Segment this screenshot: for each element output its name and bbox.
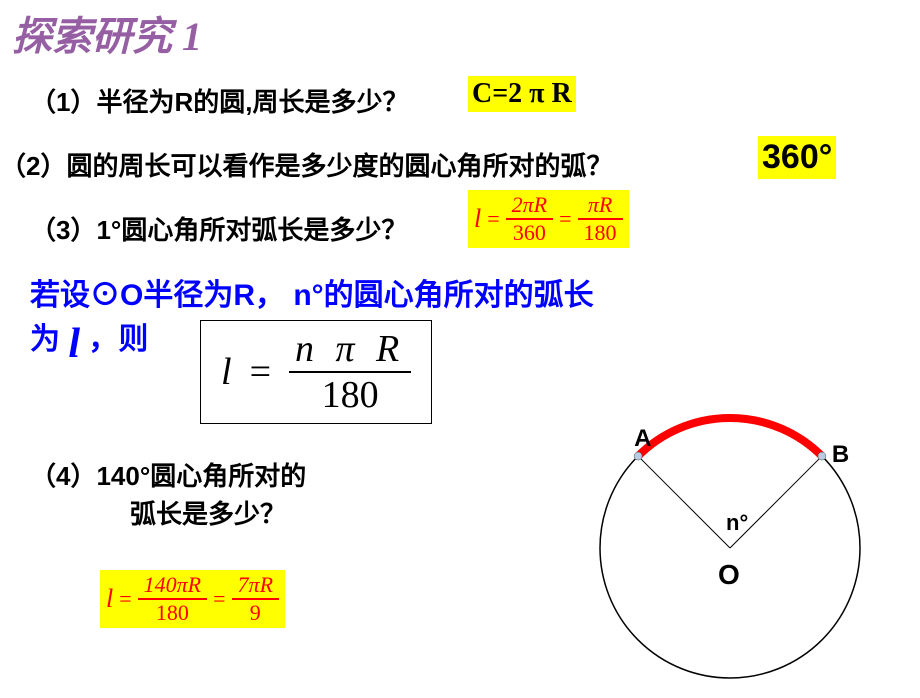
- slide-title: 探索研究 1: [12, 4, 202, 62]
- q4-line2: 弧长是多少？: [130, 494, 286, 531]
- q2-answer: 360°: [758, 136, 836, 179]
- circle-diagram: A B On°: [580, 388, 920, 698]
- derive-l-symbol: l: [68, 321, 80, 367]
- q4-line1: （4）140°圆心角所对的: [30, 456, 306, 493]
- q4-eq1: =: [119, 586, 131, 612]
- derive-line2b: ，则: [88, 323, 148, 356]
- main-den: 180: [289, 373, 411, 417]
- q4-den1: 180: [138, 600, 207, 626]
- derive-line2a: 为: [30, 323, 60, 356]
- q4-eq2: =: [213, 586, 225, 612]
- q2-text: 圆的周长可以看作是多少度的圆心角所对的弧？: [66, 151, 612, 181]
- q3-text: （3）1°圆心角所对弧长是多少？: [30, 210, 407, 247]
- q4-formula: l = 140πR 180 = 7πR 9: [100, 570, 285, 628]
- derive-line2: 为 l ，则: [30, 314, 148, 368]
- svg-text:B: B: [832, 441, 849, 468]
- svg-text:O: O: [718, 559, 740, 590]
- q4-den2: 9: [232, 600, 279, 626]
- main-num: n π R: [289, 327, 411, 373]
- q3-lhs: l: [474, 204, 481, 234]
- q3-eq1: =: [487, 206, 499, 232]
- q3-num1: 2πR: [506, 192, 553, 220]
- q3-den1: 360: [506, 220, 553, 246]
- derive-line1: 若设⊙O半径为R， n°的圆心角所对的弧长: [30, 270, 594, 314]
- q4-frac1: 140πR 180: [138, 572, 207, 626]
- q2-prefix: （2）: [0, 151, 66, 181]
- q4-frac2: 7πR 9: [232, 572, 279, 626]
- q3-frac1: 2πR 360: [506, 192, 553, 246]
- main-formula-box: l = n π R 180: [200, 320, 432, 424]
- q3-formula: l = 2πR 360 = πR 180: [468, 190, 629, 248]
- main-lhs: l: [221, 350, 232, 394]
- q3-eq2: =: [559, 206, 571, 232]
- q2-row: （2）圆的周长可以看作是多少度的圆心角所对的弧？: [0, 146, 612, 183]
- q3-num2: πR: [578, 192, 623, 220]
- main-eq: =: [250, 350, 271, 394]
- svg-text:n°: n°: [726, 510, 748, 535]
- q4-lhs: l: [106, 584, 113, 614]
- q4-num1: 140πR: [138, 572, 207, 600]
- q4-num2: 7πR: [232, 572, 279, 600]
- q3-den2: 180: [578, 220, 623, 246]
- main-frac: n π R 180: [289, 327, 411, 417]
- q1-answer: C=2 π R: [468, 76, 576, 112]
- q3-frac2: πR 180: [578, 192, 623, 246]
- svg-text:A: A: [634, 425, 651, 452]
- q1-text: （1）半径为R的圆,周长是多少？: [30, 82, 408, 119]
